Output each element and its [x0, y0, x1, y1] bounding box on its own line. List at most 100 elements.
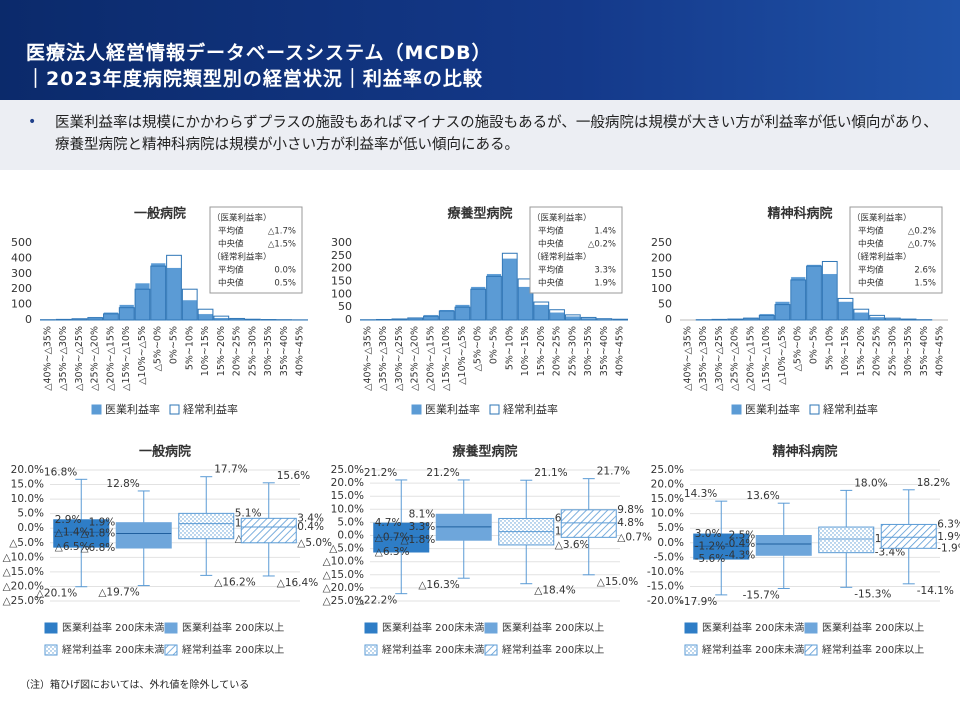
stats-heading: （経常利益率）: [212, 252, 272, 263]
value-label: -14.1%: [917, 585, 954, 597]
bar: [375, 318, 392, 321]
bullet-icon: •: [28, 114, 37, 130]
y-tick-label: 0: [665, 313, 672, 326]
x-tick-label: △20%~△15%: [745, 326, 756, 391]
legend-swatch: [164, 644, 178, 656]
x-tick-label: △40%~△35%: [42, 326, 53, 391]
y-tick-label: -15.0%: [647, 580, 684, 592]
legend-label: 医業利益率: [105, 402, 160, 416]
stats-heading: （医業利益率）: [532, 213, 592, 224]
y-tick-label: 400: [11, 251, 32, 264]
legend-swatch: [44, 644, 58, 656]
x-tick-label: △15%~△10%: [761, 326, 772, 391]
legend-label: 経常利益率 200床未満: [702, 643, 804, 656]
summary-band: • 医業利益率は規模にかかわらずプラスの施設もあればマイナスの施設もあるが、一般…: [0, 100, 960, 170]
x-tick-label: △35%~△30%: [698, 326, 709, 391]
bar: [501, 252, 518, 321]
bar: [711, 318, 728, 321]
y-tick-label: 150: [331, 275, 352, 288]
y-tick-label: 20.0%: [11, 464, 44, 476]
legend-label: 医業利益率 200床未満: [382, 621, 484, 634]
stats-value: 0.0%: [274, 266, 296, 276]
y-tick-label: 200: [331, 262, 352, 275]
value-label: 8.1%: [409, 508, 436, 520]
bar: [118, 307, 135, 321]
legend-label: 医業利益率 200床以上: [822, 621, 924, 634]
bar: [517, 278, 534, 321]
x-tick-label: △40%~△35%: [362, 326, 373, 391]
y-tick-label: 0.0%: [337, 530, 364, 542]
y-tick-label: △10.0%: [323, 556, 364, 568]
box: [240, 517, 297, 544]
bar: [391, 318, 408, 321]
y-tick-label: 50: [338, 300, 352, 313]
value-label: 12.8%: [106, 478, 139, 490]
x-tick-label: △35%~△30%: [378, 326, 389, 391]
legend-label: 経常利益率 200床未満: [382, 643, 484, 656]
x-tick-label: 10%~15%: [200, 326, 211, 376]
stats-value: 2.6%: [914, 266, 936, 276]
bar: [533, 301, 550, 321]
bar: [837, 297, 854, 321]
legend-swatch: [364, 622, 378, 634]
value-label: 2.5%: [729, 530, 756, 542]
legend-swatch: [684, 644, 698, 656]
legend-swatch: [164, 622, 178, 634]
x-tick-label: 20%~25%: [232, 326, 243, 376]
y-tick-label: 10.0%: [11, 493, 44, 505]
box: [115, 522, 172, 549]
legend-label: 医業利益率 200床以上: [182, 621, 284, 634]
x-tick-label: 5%~10%: [504, 326, 515, 370]
bar: [743, 317, 759, 321]
value-label: 1.9%: [89, 517, 116, 529]
y-tick-label: 15.0%: [11, 479, 44, 491]
bar: [181, 288, 198, 321]
stats-value: 1.4%: [594, 227, 616, 237]
y-tick-label: 15.0%: [651, 493, 684, 505]
value-label: -15.7%: [743, 589, 780, 601]
title-line: 医療法人経営情報データベースシステム（MCDB）: [26, 42, 492, 64]
x-tick-label: 35%~40%: [279, 326, 290, 376]
bar: [407, 317, 424, 321]
y-tick-label: 0.0%: [17, 522, 44, 534]
bar: [119, 304, 135, 321]
bar: [853, 308, 870, 321]
y-tick-label: △20.0%: [3, 580, 44, 592]
value-label: 21.2%: [364, 467, 397, 479]
x-tick-label: 15%~20%: [536, 326, 547, 376]
bar: [423, 315, 439, 321]
x-tick-label: △25%~△20%: [410, 326, 421, 391]
x-tick-label: 20%~25%: [552, 326, 563, 376]
value-label: △19.7%: [98, 587, 139, 599]
stats-value: 1.5%: [914, 279, 936, 289]
stats-key: 平均値: [538, 226, 564, 237]
y-tick-label: -5.0%: [654, 551, 684, 563]
y-tick-label: 5.0%: [17, 508, 44, 520]
y-tick-label: 300: [331, 236, 352, 249]
stats-box: [209, 206, 303, 294]
legend-label: 医業利益率 200床未満: [62, 621, 164, 634]
bar: [150, 265, 167, 321]
y-tick-label: 10.0%: [331, 503, 364, 515]
bar: [182, 299, 198, 321]
title-line: ｜2023年度病院類型別の経営状況｜利益率の比較: [26, 68, 483, 90]
chart-title: 一般病院: [134, 206, 186, 222]
bar: [454, 306, 471, 321]
y-tick-label: 0.0%: [657, 537, 684, 549]
legend-swatch: [411, 404, 422, 415]
legend-swatch: [809, 404, 820, 415]
y-tick-label: △15.0%: [323, 569, 364, 581]
value-label: -4.3%: [725, 549, 755, 561]
x-tick-label: 40%~45%: [935, 326, 946, 376]
stats-key: 平均値: [538, 265, 564, 276]
legend-label: 医業利益率: [425, 402, 480, 416]
stats-value: 1.9%: [594, 279, 616, 289]
legend-label: 医業利益率: [745, 402, 800, 416]
legend-label: 経常利益率 200床以上: [822, 643, 924, 656]
legend-swatch: [484, 644, 498, 656]
value-label: △16.3%: [418, 579, 459, 591]
x-tick-label: 0%~5%: [809, 326, 820, 364]
bar: [565, 315, 581, 321]
stats-value: 3.3%: [594, 266, 616, 276]
x-tick-label: 30%~35%: [583, 326, 594, 376]
